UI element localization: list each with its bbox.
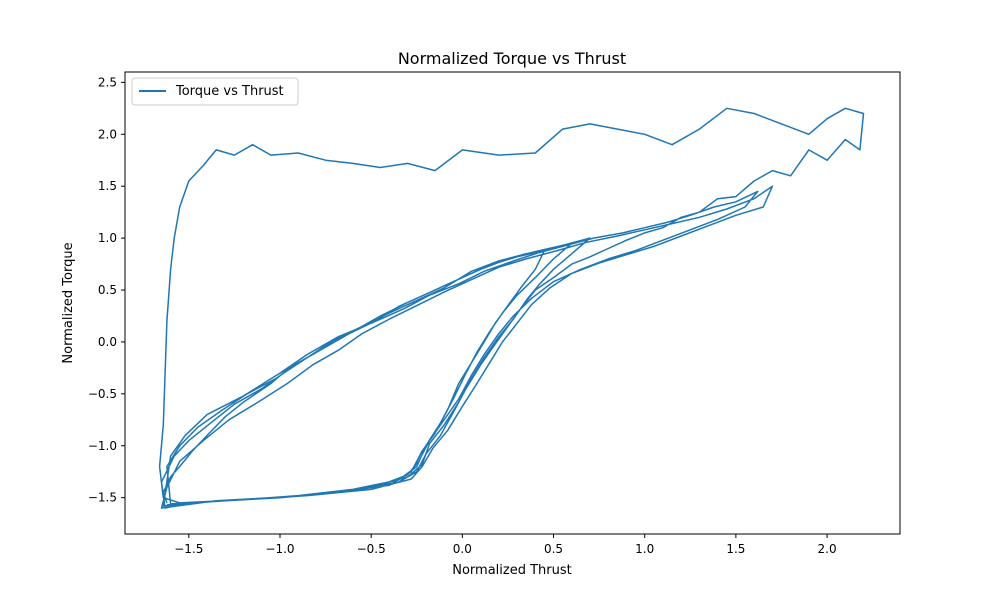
y-axis: −1.5 −1.0 −0.5 0.0 0.5 1.0 1.5 2.0 2.5 <box>88 75 125 505</box>
y-tick-label: −1.5 <box>88 491 117 505</box>
plot-area <box>158 107 865 509</box>
y-tick-label: 1.0 <box>98 231 117 245</box>
chart-title: Normalized Torque vs Thrust <box>398 49 626 68</box>
y-tick-label: 0.0 <box>98 335 117 349</box>
x-tick-label: 2.0 <box>818 542 837 556</box>
y-tick-label: 0.5 <box>98 283 117 297</box>
x-tick-label: −1.5 <box>174 542 203 556</box>
legend: Torque vs Thrust <box>131 77 299 106</box>
y-tick-label: 2.0 <box>98 127 117 141</box>
y-tick-label: −0.5 <box>88 387 117 401</box>
x-tick-label: 0.5 <box>544 542 563 556</box>
y-tick-label: 1.5 <box>98 179 117 193</box>
legend-box <box>131 77 299 106</box>
x-tick-label: 1.5 <box>726 542 745 556</box>
x-tick-label: 0.0 <box>453 542 472 556</box>
x-axis: −1.5 −1.0 −0.5 0.0 0.5 1.0 1.5 2.0 <box>174 534 837 556</box>
legend-label: Torque vs Thrust <box>175 84 284 99</box>
x-axis-label: Normalized Thrust <box>452 563 572 578</box>
x-tick-label: 1.0 <box>635 542 654 556</box>
x-tick-label: −1.0 <box>265 542 294 556</box>
series-line <box>158 107 865 509</box>
y-axis-label: Normalized Torque <box>61 242 76 363</box>
y-tick-label: −1.0 <box>88 439 117 453</box>
plot-frame <box>124 71 901 535</box>
x-tick-label: −0.5 <box>357 542 386 556</box>
y-tick-label: 2.5 <box>98 75 117 89</box>
